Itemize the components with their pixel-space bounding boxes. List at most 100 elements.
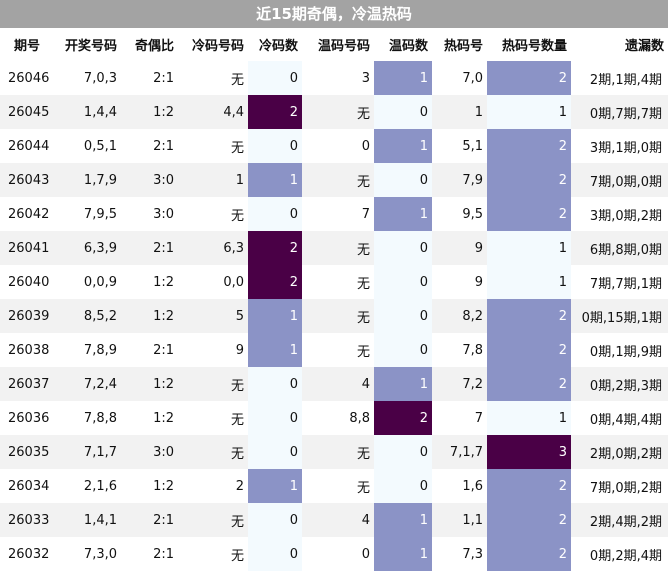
col-missing-cell: 2期,0期,2期: [571, 435, 668, 469]
col-draw-numbers-cell: 7,0,3: [83, 70, 117, 86]
col-draw-numbers-cell: 7,2,4: [54, 367, 121, 401]
col-cold-count-cell: 0: [248, 129, 302, 163]
col-draw-numbers-cell: 8,5,2: [54, 299, 121, 333]
stats-table: 期号 开奖号码 奇偶比 冷码号码 冷码数 温码号码 温码数 热码号 热码号数量 遗漏数 26046…: [0, 28, 668, 571]
col-missing-cell: 7期,0期,0期: [571, 163, 668, 197]
col-odd-even-ratio-cell: 3:0: [121, 163, 178, 197]
col-cold-count-cell: 0: [248, 197, 302, 231]
col-issue-cell: 26038: [8, 342, 50, 358]
col-cold-numbers-cell: 无: [230, 412, 244, 428]
col-warm-numbers-cell: 8,8: [349, 410, 370, 426]
col-cold-numbers-cell: 无: [178, 435, 248, 469]
col-hot-count-cell: 1: [487, 265, 571, 299]
col-hot-count-cell: 2: [487, 197, 571, 231]
col-hot-numbers-cell: 7,3: [462, 546, 483, 562]
table-row: 26045 1,4,4 1:2 4,4 2 无 0 1 1 0期,7期,7期: [0, 95, 668, 129]
col-warm-numbers-cell: 无: [302, 299, 374, 333]
col-issue-cell: 26042: [8, 206, 50, 222]
col-warm-numbers-cell: 4: [302, 503, 374, 537]
col-warm-count-cell: 1: [374, 367, 432, 401]
col-hot-count-cell: 2: [487, 61, 571, 95]
col-cold-numbers-cell: 0,0: [223, 274, 244, 290]
col-missing-cell: 7期,0期,2期: [589, 480, 662, 496]
col-cold-count-cell: 0: [248, 367, 302, 401]
col-missing-cell: 0期,4期,4期: [589, 412, 662, 428]
col-warm-count-cell: 0: [374, 265, 432, 299]
col-missing-cell: 6期,8期,0期: [571, 231, 668, 265]
col-hot-count-cell: 1: [487, 401, 571, 435]
col-hot-count-cell: 2: [487, 333, 571, 367]
col-issue-cell: 26041: [0, 231, 54, 265]
table-row: 26042 7,9,5 3:0 无 0 7 1 9,5 2 3期,0期,2期: [0, 197, 668, 231]
col-cold-count-header: 冷码数: [258, 39, 298, 54]
col-cold-numbers-cell: 2: [235, 478, 244, 494]
col-hot-count-cell: 3: [487, 435, 571, 469]
col-hot-count-cell: 2: [487, 503, 571, 537]
col-hot-count-cell: 2: [487, 367, 571, 401]
col-cold-count-cell: 1: [248, 333, 302, 367]
col-hot-count-cell: 1: [487, 95, 571, 129]
col-cold-numbers-cell: 4,4: [178, 95, 248, 129]
col-hot-numbers-cell: 9: [432, 231, 487, 265]
col-odd-even-ratio-cell: 1:2: [121, 299, 178, 333]
col-warm-numbers-cell: 无: [356, 276, 370, 292]
col-warm-numbers-cell: 无: [356, 480, 370, 496]
col-warm-numbers-cell: 无: [302, 435, 374, 469]
table-row: 26039 8,5,2 1:2 5 1 无 0 8,2 2 0期,15期,1期: [0, 299, 668, 333]
col-draw-numbers-cell: 7,1,7: [54, 435, 121, 469]
col-cold-numbers-cell: 5: [178, 299, 248, 333]
col-missing-cell: 2期,1期,4期: [589, 72, 662, 88]
col-warm-numbers-header: 温码号码: [317, 39, 370, 54]
col-hot-numbers-cell: 7,0: [462, 70, 483, 86]
col-draw-numbers-cell: 7,8,8: [83, 410, 117, 426]
col-hot-count-cell: 2: [487, 299, 571, 333]
col-cold-count-cell: 1: [248, 163, 302, 197]
col-missing-cell: 0期,15期,1期: [571, 299, 668, 333]
col-warm-count-cell: 0: [374, 163, 432, 197]
col-draw-numbers-cell: 7,3,0: [83, 546, 117, 562]
col-warm-count-cell: 1: [374, 197, 432, 231]
col-hot-numbers-cell: 5,1: [462, 138, 483, 154]
col-draw-numbers-header: 开奖号码: [64, 39, 117, 54]
col-missing-cell: 0期,1期,9期: [589, 344, 662, 360]
col-warm-count-cell: 0: [374, 299, 432, 333]
col-warm-count-cell: 1: [374, 503, 432, 537]
col-draw-numbers-cell: 1,4,1: [54, 503, 121, 537]
col-hot-numbers-cell: 7: [474, 410, 483, 426]
col-issue-cell: 26046: [8, 70, 50, 86]
col-warm-count-cell: 1: [374, 537, 432, 571]
col-warm-count-cell: 0: [374, 469, 432, 503]
col-warm-numbers-cell: 0: [361, 138, 370, 154]
col-issue-cell: 26039: [0, 299, 54, 333]
col-issue-cell: 26036: [8, 410, 50, 426]
col-warm-numbers-cell: 无: [302, 163, 374, 197]
col-odd-even-ratio-cell: 2:1: [153, 342, 174, 358]
col-cold-numbers-cell: 无: [230, 548, 244, 564]
col-odd-even-ratio-cell: 2:1: [153, 546, 174, 562]
col-odd-even-ratio-cell: 2:1: [121, 503, 178, 537]
col-cold-numbers-cell: 无: [230, 208, 244, 224]
col-hot-count-cell: 2: [487, 537, 571, 571]
col-missing-cell: 3期,0期,2期: [589, 208, 662, 224]
col-odd-even-ratio-cell: 3:0: [121, 435, 178, 469]
col-odd-even-ratio-cell: 1:2: [121, 367, 178, 401]
col-cold-count-cell: 0: [248, 537, 302, 571]
col-warm-count-cell: 1: [374, 61, 432, 95]
col-hot-count-header: 热码号数量: [501, 39, 567, 54]
col-warm-numbers-cell: 7: [361, 206, 370, 222]
col-cold-count-cell: 1: [248, 299, 302, 333]
col-missing-cell: 0期,2期,4期: [589, 548, 662, 564]
col-draw-numbers-cell: 0,0,9: [83, 274, 117, 290]
col-hot-numbers-cell: 7,1,7: [432, 435, 487, 469]
col-cold-numbers-header: 冷码号码: [191, 39, 244, 54]
col-cold-numbers-cell: 无: [230, 140, 244, 156]
col-hot-count-cell: 1: [487, 231, 571, 265]
col-issue-cell: 26045: [0, 95, 54, 129]
table-row: 26033 1,4,1 2:1 无 0 4 1 1,1 2 2期,4期,2期: [0, 503, 668, 537]
col-warm-numbers-cell: 0: [361, 546, 370, 562]
table-row: 26034 2,1,6 1:2 2 1 无 0 1,6 2 7期,0期,2期: [0, 469, 668, 503]
col-hot-count-cell: 2: [487, 163, 571, 197]
table-row: 26035 7,1,7 3:0 无 0 无 0 7,1,7 3 2期,0期,2期: [0, 435, 668, 469]
col-issue-cell: 26032: [8, 546, 50, 562]
col-draw-numbers-cell: 6,3,9: [54, 231, 121, 265]
